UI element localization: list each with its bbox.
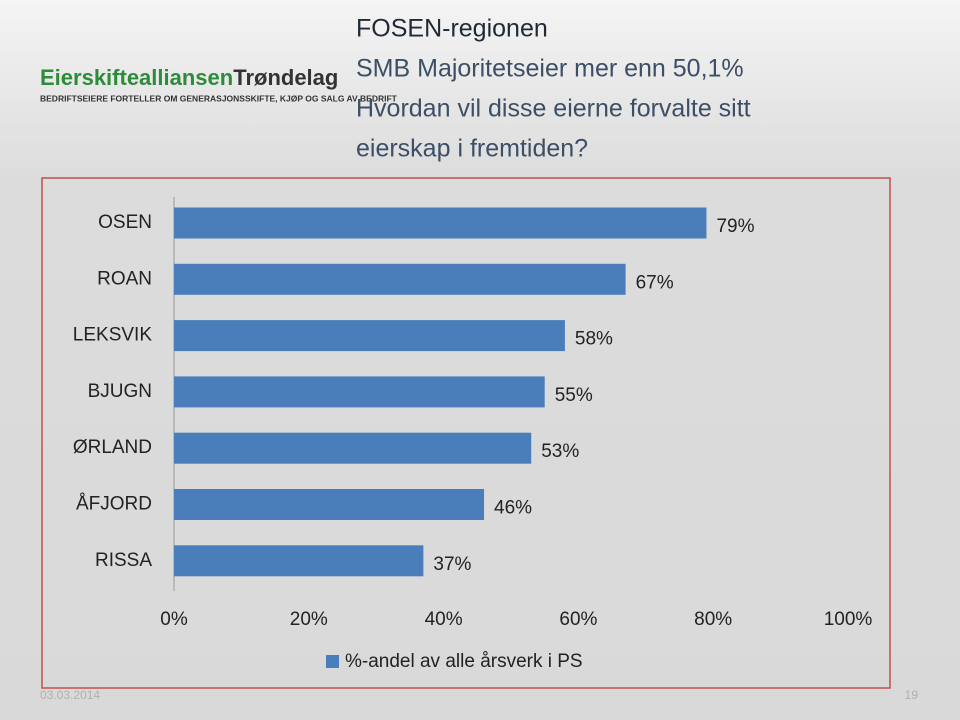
bar	[174, 263, 626, 295]
logo-tagline: BEDRIFTSEIERE FORTELLER OM GENERASJONSSK…	[40, 93, 398, 103]
chart: 0% 20% 40% 60% 80% 100% OSEN ROAN LEKSVIK BJUGN ØR…	[73, 197, 873, 672]
bar	[174, 432, 532, 464]
x-tick-label: 100%	[824, 609, 873, 630]
chart-frame	[41, 177, 891, 689]
legend-swatch	[326, 655, 339, 668]
value-label: 55%	[555, 385, 593, 406]
y-tick-label: BJUGN	[88, 381, 152, 402]
value-label: 79%	[716, 216, 754, 237]
x-tick-label: 40%	[425, 609, 463, 630]
x-tick-label: 60%	[559, 609, 597, 630]
x-tick-label: 0%	[160, 609, 188, 630]
title-line: SMB Majoritetseier mer enn 50,1%	[356, 55, 744, 83]
legend-label: %-andel av alle årsverk i PS	[345, 651, 583, 672]
logo: EierskiftealliansenTrøndelag	[40, 65, 338, 90]
footer-date: 03.03.2014	[40, 688, 100, 702]
title-line: FOSEN-regionen	[356, 15, 548, 43]
logo-region: Trøndelag	[233, 65, 338, 90]
value-label: 37%	[433, 554, 471, 575]
y-tick-label: LEKSVIK	[73, 325, 153, 346]
y-tick-label: ROAN	[97, 268, 152, 289]
value-label: 46%	[494, 498, 532, 519]
bar	[174, 376, 545, 408]
bar	[174, 320, 565, 352]
bar	[174, 207, 707, 239]
value-label: 58%	[575, 329, 613, 350]
x-tick-label: 80%	[694, 609, 732, 630]
bar	[174, 545, 424, 577]
bar	[174, 489, 485, 520]
title-line: eierskap i fremtiden?	[356, 135, 588, 163]
y-tick-label: OSEN	[98, 212, 152, 233]
title-block: FOSEN-regionen SMB Majoritetseier mer enn…	[356, 15, 751, 163]
logo-name: Eierskiftealliansen	[40, 65, 233, 90]
value-label: 67%	[636, 272, 674, 293]
page-number: 19	[905, 688, 919, 702]
y-tick-label: RISSA	[95, 550, 152, 571]
x-tick-label: 20%	[290, 609, 328, 630]
value-label: 53%	[541, 441, 579, 462]
title-line: Hvordan vil disse eierne forvalte sitt	[356, 95, 751, 123]
y-tick-label: ØRLAND	[73, 437, 152, 458]
y-tick-label: ÅFJORD	[76, 494, 152, 515]
